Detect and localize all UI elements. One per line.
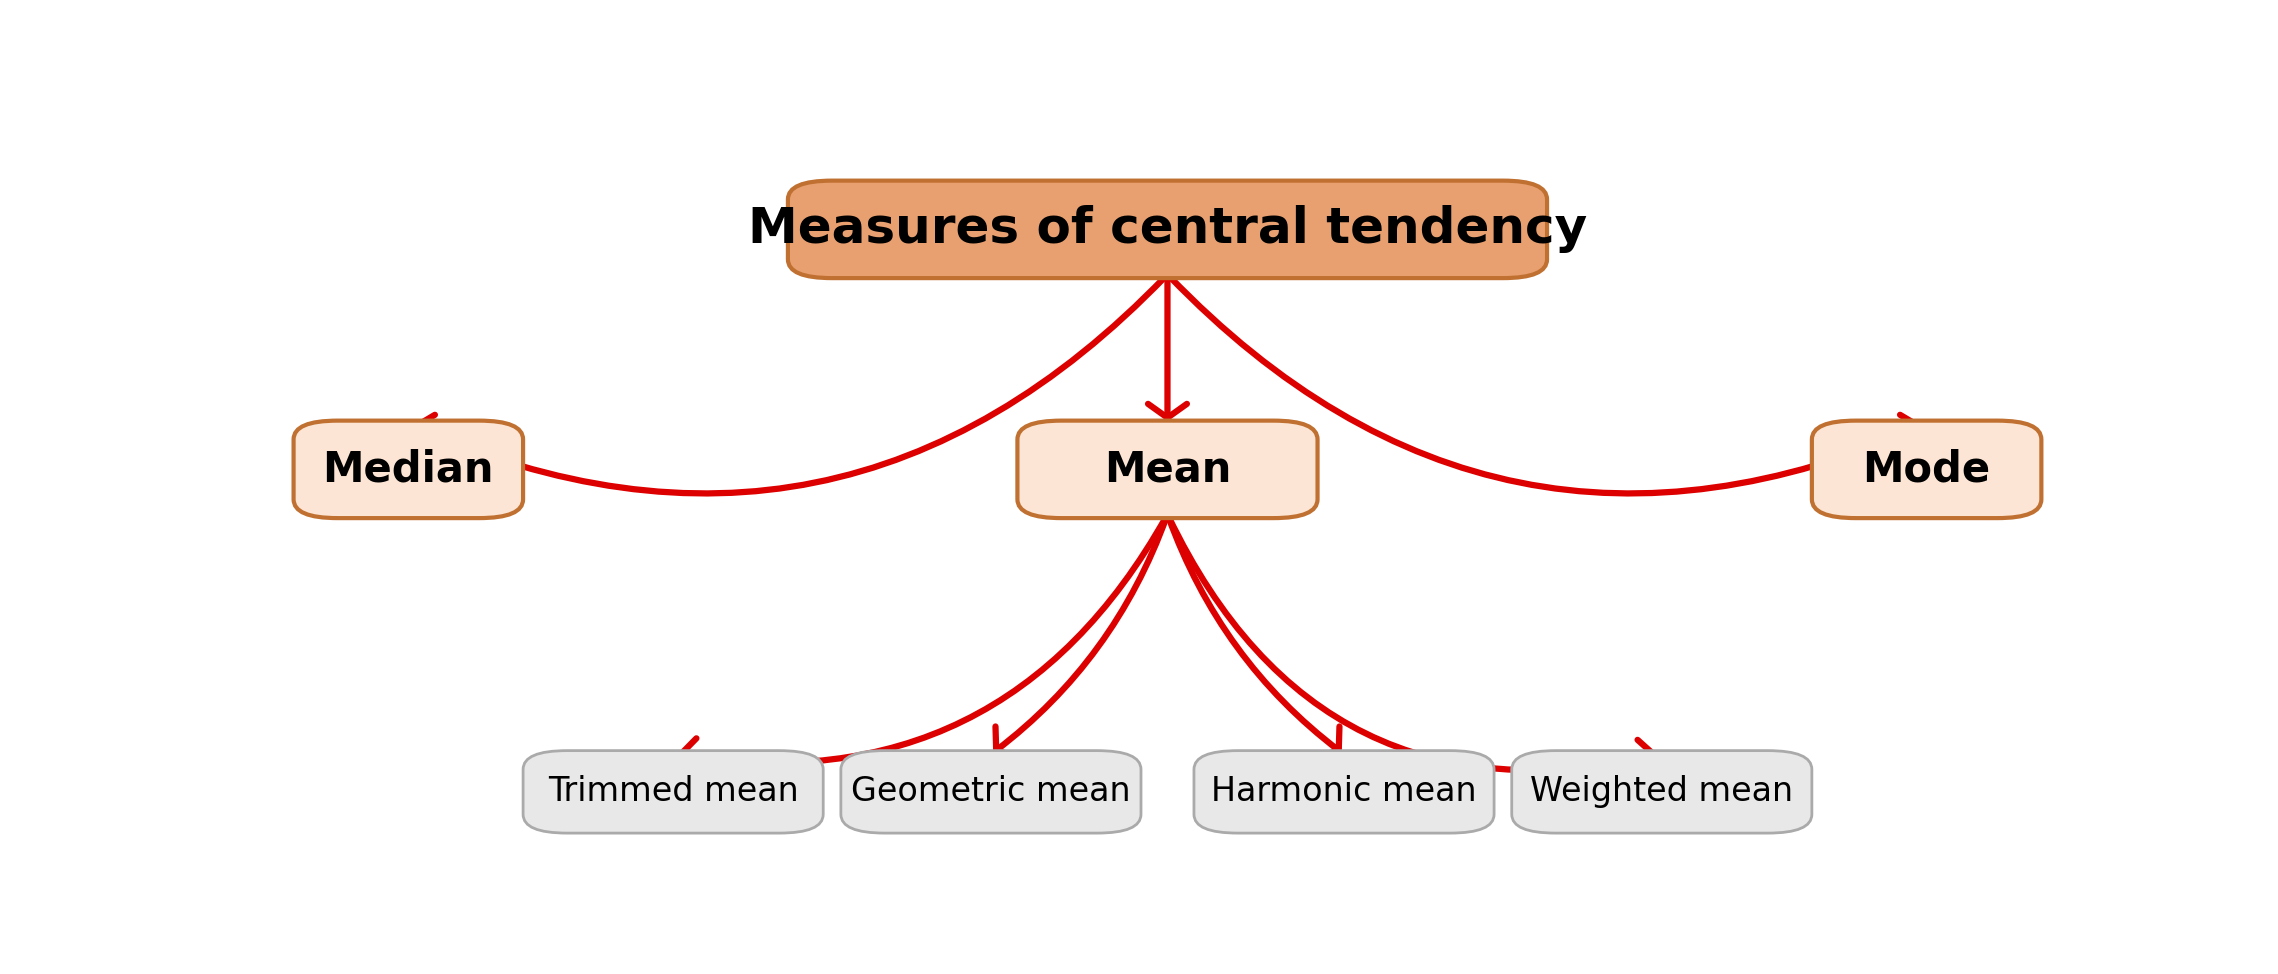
FancyArrowPatch shape [995,517,1166,758]
FancyArrowPatch shape [679,517,1166,776]
Text: Harmonic mean: Harmonic mean [1212,775,1476,808]
Text: Geometric mean: Geometric mean [852,775,1130,808]
FancyBboxPatch shape [294,421,524,518]
FancyBboxPatch shape [1811,421,2041,518]
FancyArrowPatch shape [1148,278,1187,418]
FancyBboxPatch shape [524,751,822,833]
FancyBboxPatch shape [841,751,1141,833]
FancyBboxPatch shape [1018,421,1317,518]
Text: Weighted mean: Weighted mean [1531,775,1793,808]
FancyArrowPatch shape [415,277,1166,494]
Text: Median: Median [323,448,494,490]
FancyBboxPatch shape [1194,751,1494,833]
FancyArrowPatch shape [1169,277,1920,494]
FancyArrowPatch shape [1169,517,1339,758]
FancyBboxPatch shape [1513,751,1811,833]
Text: Measures of central tendency: Measures of central tendency [747,206,1588,253]
Text: Trimmed mean: Trimmed mean [547,775,800,808]
FancyBboxPatch shape [788,180,1547,279]
Text: Mode: Mode [1863,448,1991,490]
Text: Mean: Mean [1105,448,1230,490]
FancyArrowPatch shape [1169,517,1656,778]
